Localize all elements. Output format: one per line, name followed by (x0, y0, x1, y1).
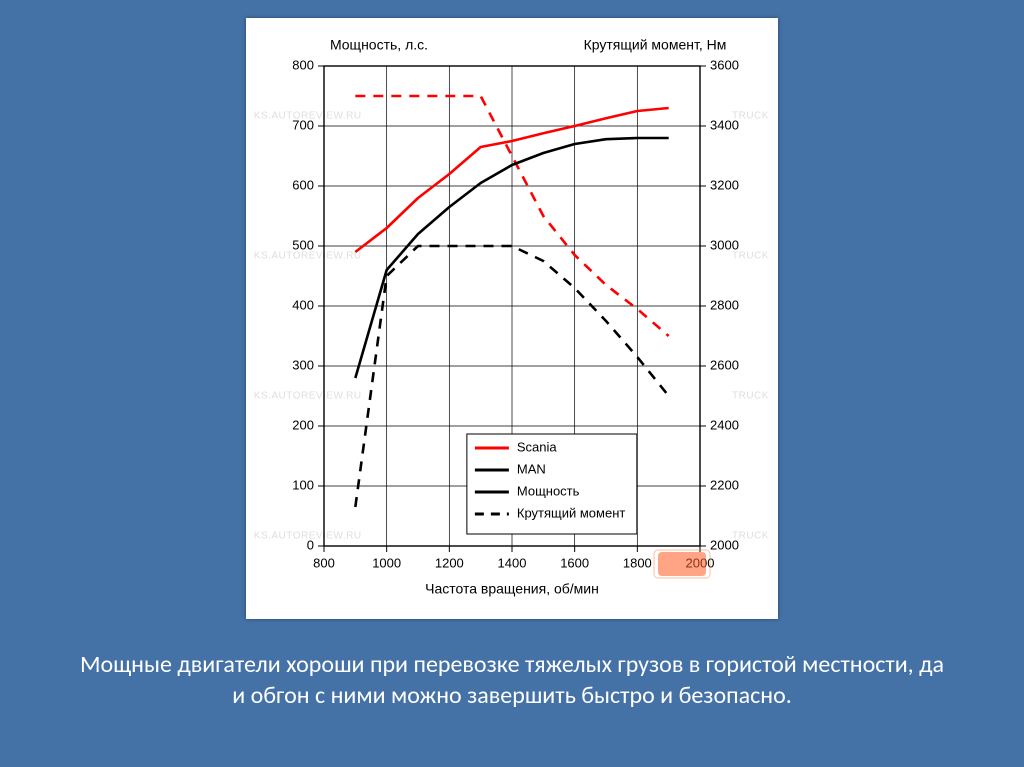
y-right-tick-label: 3600 (710, 57, 739, 72)
x-tick-label: 1400 (498, 555, 527, 570)
y-left-tick-label: 300 (292, 357, 314, 372)
y-left-tick-label: 800 (292, 57, 314, 72)
y-left-tick-label: 700 (292, 117, 314, 132)
y-right-tick-label: 3200 (710, 177, 739, 192)
source-logo-icon (658, 552, 706, 576)
y-right-tick-label: 2400 (710, 417, 739, 432)
y-left-tick-label: 200 (292, 417, 314, 432)
x-tick-label: 1600 (560, 555, 589, 570)
y-right-tick-label: 2200 (710, 477, 739, 492)
legend-label: Scania (517, 439, 558, 454)
x-axis-title: Частота вращения, об/мин (425, 581, 599, 597)
y-right-tick-label: 2800 (710, 297, 739, 312)
x-tick-label: 800 (313, 555, 335, 570)
x-tick-label: 1000 (372, 555, 401, 570)
y-left-tick-label: 500 (292, 237, 314, 252)
y-left-axis-title: Мощность, л.с. (330, 37, 428, 53)
x-tick-label: 1200 (435, 555, 464, 570)
legend-label: Мощность (517, 483, 580, 498)
slide-caption: Мощные двигатели хороши при перевозке тя… (72, 649, 952, 711)
y-left-tick-label: 600 (292, 177, 314, 192)
legend-label: MAN (517, 461, 546, 476)
chart-panel: TRUCKS.AUTOREVIEW.RU TRUCKS.AUTOREVIEW.RU… (246, 18, 778, 619)
y-right-tick-label: 3400 (710, 117, 739, 132)
x-tick-label: 1800 (623, 555, 652, 570)
y-left-tick-label: 0 (307, 537, 314, 552)
y-left-tick-label: 400 (292, 297, 314, 312)
watermark-text: TRUCKS.AUTOREVIEW.RU (732, 391, 770, 402)
watermark-text: TRUCKS.AUTOREVIEW.RU (254, 391, 362, 402)
engine-chart: TRUCKS.AUTOREVIEW.RU TRUCKS.AUTOREVIEW.RU… (254, 26, 770, 606)
y-right-tick-label: 3000 (710, 237, 739, 252)
y-right-tick-label: 2000 (710, 537, 739, 552)
legend-label: Крутящий момент (517, 505, 625, 520)
y-right-axis-title: Крутящий момент, Нм (584, 37, 727, 53)
y-left-tick-label: 100 (292, 477, 314, 492)
y-right-tick-label: 2600 (710, 357, 739, 372)
